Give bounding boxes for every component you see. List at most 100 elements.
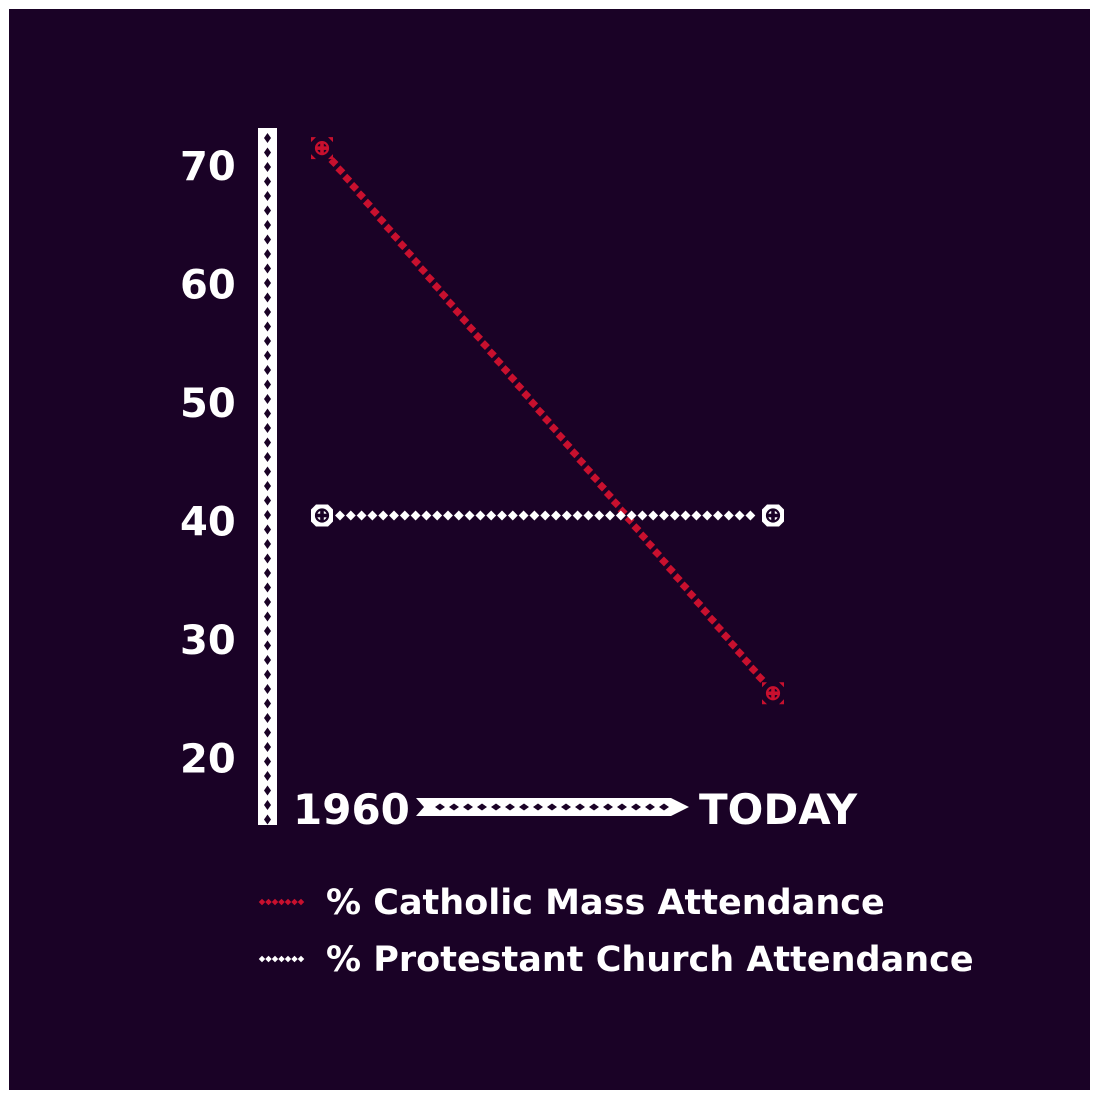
series-line-dot [562, 439, 573, 450]
y-axis-leaf-icon [264, 321, 271, 332]
series-line-dot [418, 265, 428, 276]
y-axis-leaf-icon [264, 814, 271, 825]
x-axis-leaf-icon [505, 803, 515, 811]
series-line-dot [686, 589, 697, 600]
legend-swatch-dot [258, 955, 266, 963]
y-axis-leaf-icon [264, 249, 271, 259]
y-axis-leaf-icon [264, 191, 271, 201]
y-tick-label: 70 [180, 144, 236, 190]
series-line-dot [648, 510, 659, 521]
series-line-dot [723, 510, 734, 521]
legend-swatch-dot [265, 955, 272, 963]
y-axis-leaf-icon [264, 756, 271, 767]
series-line-dot [432, 510, 443, 521]
series-line-dot [590, 473, 601, 484]
x-axis-leaf-icon [589, 803, 599, 811]
series-line-dot [335, 165, 346, 176]
series-line-dot [411, 256, 422, 267]
legend-swatch-dot [284, 955, 292, 963]
series-line-dot [626, 510, 637, 521]
y-axis-leaf-icon [264, 176, 271, 187]
y-axis-leaf-icon [264, 365, 271, 375]
series-line-dot [610, 498, 621, 509]
x-axis-leaf-icon [477, 803, 487, 811]
y-axis-leaf-icon [264, 133, 271, 143]
series-line-dot [473, 331, 484, 342]
series-line-dot [376, 215, 387, 226]
legend-swatch-dot [291, 955, 298, 963]
series-line-dot [514, 381, 525, 392]
series-line-dot [362, 198, 373, 209]
series-line-dot [583, 464, 594, 475]
y-axis-leaf-icon [264, 278, 271, 288]
series-line-dot [680, 510, 691, 521]
y-tick-label: 40 [180, 500, 236, 546]
series-line-dot [745, 510, 756, 521]
series-line-dot [378, 510, 389, 521]
series-line-dot [572, 510, 583, 521]
legend: % Catholic Mass Attendance % Protestant … [258, 883, 974, 980]
y-tick-label: 50 [180, 381, 236, 427]
series-line-dot [631, 523, 642, 534]
y-axis-leaf-icon [264, 640, 271, 651]
y-axis-leaf-icon [264, 452, 271, 462]
series-line-dot [555, 431, 566, 442]
y-axis-leaf-icon [264, 147, 271, 158]
legend-swatch-dot [278, 955, 285, 963]
y-axis-leaf-icon [264, 394, 271, 404]
legend-swatch-dot [291, 898, 298, 906]
series-line-dot [479, 340, 490, 351]
y-axis-leaf-icon [264, 495, 271, 506]
series-line-dot [615, 510, 626, 521]
data-point-marker [311, 137, 333, 160]
series-line-dot [421, 510, 432, 521]
series-line-dot [349, 182, 360, 192]
y-tick-label: 60 [180, 263, 236, 309]
y-axis-leaf-icon [264, 742, 271, 752]
series-line-dot [714, 623, 724, 633]
series-line-dot [637, 510, 648, 521]
x-axis-leaf-icon [561, 803, 571, 811]
x-axis-arrow-ornament [416, 798, 689, 816]
legend-swatch-dot [278, 898, 285, 906]
y-axis-leaf-icon [264, 553, 271, 564]
series-line-dot [583, 510, 594, 521]
series-line-dot [507, 373, 518, 384]
y-axis-leaf-icon [264, 423, 271, 433]
series-line-dot [453, 510, 464, 521]
series-line-dot [431, 281, 442, 292]
y-axis-leaf-icon [264, 336, 271, 346]
series-line-dot [466, 323, 477, 334]
y-axis-leaf-icon [264, 481, 271, 491]
data-point-marker [311, 504, 333, 527]
y-tick-label: 20 [180, 737, 236, 783]
y-axis-leaf-icon [264, 771, 271, 781]
series-line-dot [452, 306, 463, 317]
series-line-dot [551, 510, 561, 521]
y-axis-leaf-icon [264, 539, 271, 549]
y-axis-leaf-icon [264, 727, 271, 738]
series-line-dot [605, 510, 615, 521]
series-line-dot [691, 510, 702, 521]
series-line-dot [755, 672, 766, 683]
y-axis-leaf-icon [264, 510, 271, 520]
y-tick-label: 30 [180, 618, 236, 664]
series-line-dot [438, 290, 449, 301]
x-axis-leaf-icon [645, 803, 655, 811]
series-line-dot [369, 206, 380, 217]
series-line-dot [540, 510, 551, 521]
series-line-dot [497, 510, 507, 521]
series-line-dot [679, 581, 690, 592]
y-axis-leaf-icon [264, 408, 271, 419]
series-line-dot [528, 398, 539, 409]
series-line-dot [693, 598, 704, 608]
series-line-dot [561, 510, 572, 521]
data-point-marker [762, 682, 784, 705]
y-axis-leaf-icon [264, 568, 271, 578]
x-axis-leaf-icon [603, 803, 613, 811]
series-line-dot [734, 648, 745, 658]
y-axis-leaf-icon [264, 220, 271, 230]
y-axis-leaf-icon [264, 655, 271, 665]
series-line-dot [335, 510, 345, 521]
series-line-dot [443, 510, 453, 521]
